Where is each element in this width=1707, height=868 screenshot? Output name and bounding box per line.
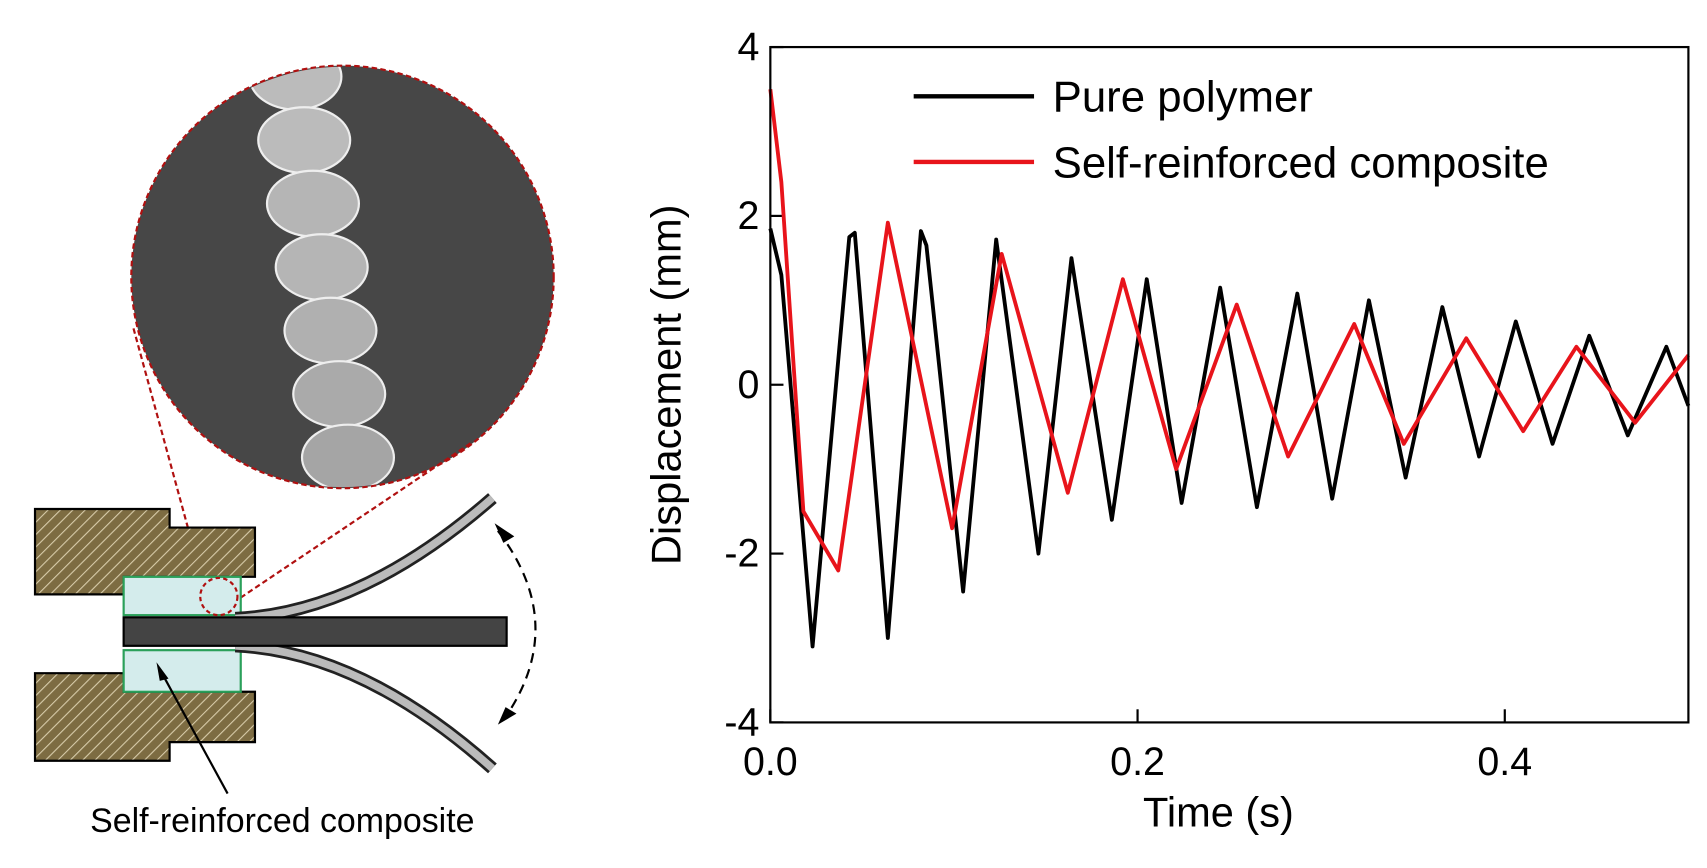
- beam: [122, 616, 508, 647]
- diagram-label: Self-reinforced composite: [90, 802, 474, 840]
- diagram: Self-reinforced composite: [33, 64, 555, 840]
- fiber: [248, 66, 396, 488]
- y-tick-label: 0: [737, 363, 759, 407]
- series-line: [768, 89, 1690, 573]
- x-axis-label: Time (s): [1143, 788, 1294, 835]
- composite-layer: [122, 649, 242, 693]
- y-tick-label: -2: [724, 532, 759, 576]
- y-tick-label: 2: [737, 194, 759, 238]
- series-line: [768, 228, 1691, 649]
- legend-label: Self-reinforced composite: [1053, 138, 1549, 187]
- x-tick-label: 0.4: [1477, 740, 1532, 784]
- motion-arrow: [497, 530, 537, 718]
- legend-label: Pure polymer: [1053, 73, 1313, 122]
- y-axis-label: Displacement (mm): [643, 205, 690, 565]
- clamp: [33, 672, 257, 762]
- composite-layer: [122, 575, 242, 617]
- clamp: [33, 507, 257, 596]
- y-tick-label: -4: [724, 701, 759, 745]
- x-tick-label: 0.0: [743, 740, 798, 784]
- x-tick-label: 0.2: [1110, 740, 1165, 784]
- plot-frame: [769, 45, 1690, 724]
- y-tick-label: 4: [737, 25, 759, 69]
